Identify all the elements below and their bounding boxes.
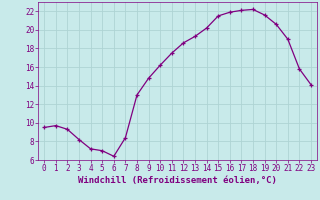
X-axis label: Windchill (Refroidissement éolien,°C): Windchill (Refroidissement éolien,°C) (78, 176, 277, 185)
